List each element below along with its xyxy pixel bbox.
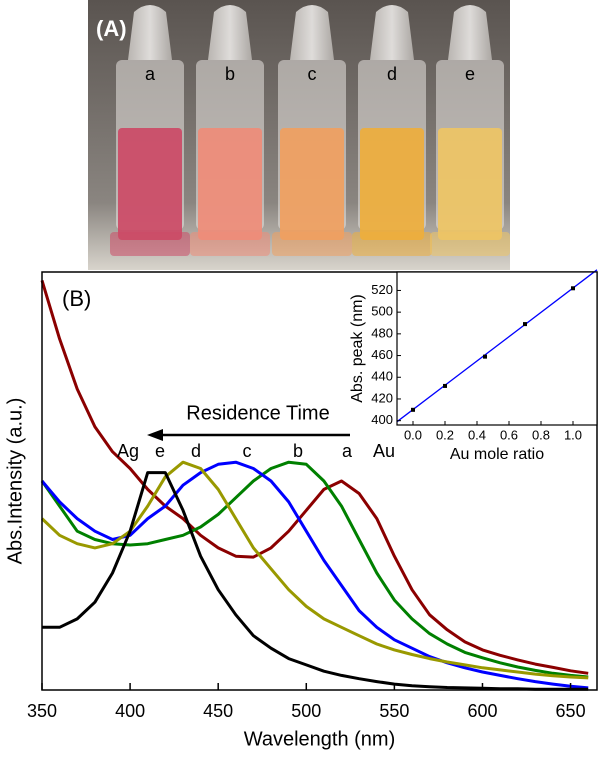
tube-liquid xyxy=(280,128,344,240)
curve-label: c xyxy=(243,441,252,461)
inset-y-tick-label: 460 xyxy=(371,347,393,362)
curve xyxy=(40,460,589,679)
tubes: a b c d e xyxy=(110,5,510,256)
inset-y-tick-label: 440 xyxy=(371,369,393,384)
annotation: Residence Time xyxy=(186,402,329,424)
tube-label: c xyxy=(308,64,317,84)
inset-x-tick-label: 0.2 xyxy=(436,427,454,442)
tube-cap xyxy=(208,5,252,60)
tube-label: a xyxy=(145,64,156,84)
curve xyxy=(40,279,589,675)
tube-liquid xyxy=(360,128,424,240)
tube-base xyxy=(430,232,510,256)
inset-y-tick-label: 500 xyxy=(371,304,393,319)
point xyxy=(483,354,487,359)
plot-frame xyxy=(41,271,598,691)
tube-base xyxy=(190,232,270,256)
tube-cap xyxy=(128,5,172,60)
inset-x-tick-label: 0.4 xyxy=(468,427,486,442)
inset-y-axis-label: Abs. peak (nm) xyxy=(349,294,366,402)
annotation: (B) xyxy=(62,286,91,311)
x-tick-label: 650 xyxy=(556,701,586,721)
tube-base xyxy=(110,232,190,256)
tube-liquid xyxy=(198,128,262,240)
tube-label: b xyxy=(225,64,235,84)
curve xyxy=(40,460,589,690)
x-tick-label: 550 xyxy=(379,701,409,721)
inset-background xyxy=(397,272,597,425)
tube-liquid xyxy=(118,128,182,240)
curve-label: e xyxy=(155,441,165,461)
inset-x-tick-label: 0.8 xyxy=(532,427,550,442)
inset-y-tick-label: 400 xyxy=(371,412,393,427)
tube-liquid xyxy=(438,128,502,240)
tube-cap xyxy=(370,5,414,60)
inset-y-tick-label: 480 xyxy=(371,325,393,340)
photo: a b c d e (A) xyxy=(88,0,510,270)
x-tick-label: 450 xyxy=(203,701,233,721)
curve-label: a xyxy=(342,441,353,461)
tube-label: d xyxy=(387,64,397,84)
curve xyxy=(40,460,589,680)
y-axis-label: Abs.Intensity (a.u.) xyxy=(4,398,26,565)
inset-y-tick-label: 520 xyxy=(371,282,393,297)
point xyxy=(523,322,527,327)
tube-cap xyxy=(448,5,492,60)
tube-label: e xyxy=(465,64,475,84)
x-tick-label: 350 xyxy=(27,701,57,721)
tube-cap xyxy=(290,5,334,60)
annotation: Ag xyxy=(117,441,139,461)
arrow-head xyxy=(147,429,163,441)
curve xyxy=(42,471,589,691)
inset-x-tick-label: 1.0 xyxy=(564,427,582,442)
inset-x-axis-label: Au mole ratio xyxy=(450,446,544,463)
annotation: Au xyxy=(373,441,395,461)
curve-label: d xyxy=(191,441,201,461)
point xyxy=(411,407,415,412)
inset-x-tick-label: 0.0 xyxy=(404,427,422,442)
tube-base xyxy=(352,232,432,256)
panel-label: (A) xyxy=(96,16,127,41)
fit-line xyxy=(396,269,598,423)
x-axis-label: Wavelength (nm) xyxy=(244,728,396,750)
x-tick-label: 400 xyxy=(115,701,145,721)
inset-x-tick-label: 0.6 xyxy=(500,427,518,442)
point xyxy=(443,383,447,388)
inset-y-tick-label: 420 xyxy=(371,390,393,405)
x-tick-label: 500 xyxy=(291,701,321,721)
point xyxy=(571,286,575,291)
inset-frame xyxy=(396,271,598,426)
x-tick-label: 600 xyxy=(467,701,497,721)
curve-label: b xyxy=(293,441,303,461)
tube-base xyxy=(272,232,352,256)
